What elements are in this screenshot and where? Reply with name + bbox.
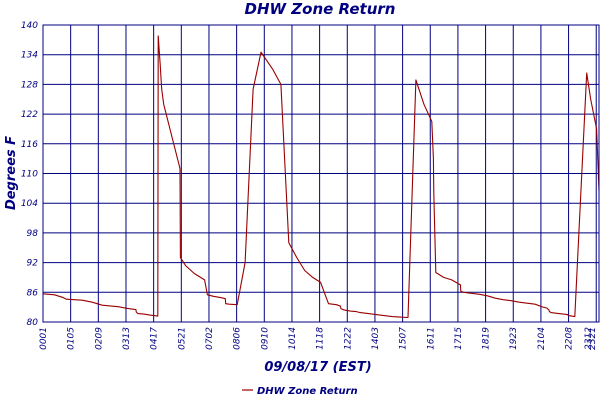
y-tick-label: 92 [27, 259, 39, 269]
y-axis-label: Degrees F [4, 136, 19, 210]
x-tick-label: 1014 [288, 327, 298, 350]
y-tick-label: 140 [21, 21, 38, 31]
y-tick-label: 134 [21, 51, 38, 61]
x-tick-labels: 0001 0105 0209 0313 0417 0521 0702 0806 0910 1014… [39, 327, 598, 350]
x-tick-label: 1118 [316, 327, 326, 350]
x-tick-label: 0105 [67, 327, 77, 350]
x-tick-label: 2208 [565, 327, 575, 350]
y-tick-labels: 80 86 92 98 104 110 116 122 128 134 140 [21, 21, 38, 328]
x-tick-label: 1923 [509, 327, 519, 350]
x-tick-label: 0417 [150, 327, 160, 350]
x-tick-label: 0313 [122, 327, 132, 350]
x-tick-label: 2321 [588, 327, 598, 350]
plot-frame [42, 24, 600, 323]
x-tick-label: 2312 [584, 327, 594, 350]
series-layer [42, 35, 600, 319]
y-tick-label: 128 [21, 80, 38, 90]
y-tick-label: 122 [21, 110, 38, 120]
x-tick-label: 1403 [371, 327, 381, 350]
y-tick-label: 104 [21, 199, 38, 209]
x-tick-label: 1507 [399, 327, 409, 350]
x-tick-label: 2104 [537, 327, 547, 350]
y-tick-label: 110 [21, 170, 38, 180]
x-tick-label: 0702 [205, 327, 215, 350]
y-tick-label: 98 [27, 229, 39, 239]
x-tick-label: 0001 [39, 327, 49, 350]
series-line [42, 35, 600, 319]
y-tick-label: 86 [27, 288, 39, 298]
x-tick-label: 0521 [177, 327, 187, 350]
y-tick-label: 116 [21, 140, 38, 150]
legend-label: DHW Zone Return [257, 386, 358, 397]
x-tick-label: 1611 [426, 327, 436, 350]
x-tick-label: 0910 [260, 327, 270, 350]
x-axis-label: 09/08/17 (EST) [264, 360, 371, 375]
x-tick-label: 1715 [454, 327, 464, 350]
chart-title: DHW Zone Return [245, 0, 396, 18]
y-tick-label: 80 [27, 318, 39, 328]
x-tick-label: 0209 [94, 327, 104, 350]
x-tick-label: 0806 [233, 327, 243, 350]
x-tick-label: 1222 [343, 327, 353, 350]
x-tick-label: 1819 [482, 327, 492, 350]
